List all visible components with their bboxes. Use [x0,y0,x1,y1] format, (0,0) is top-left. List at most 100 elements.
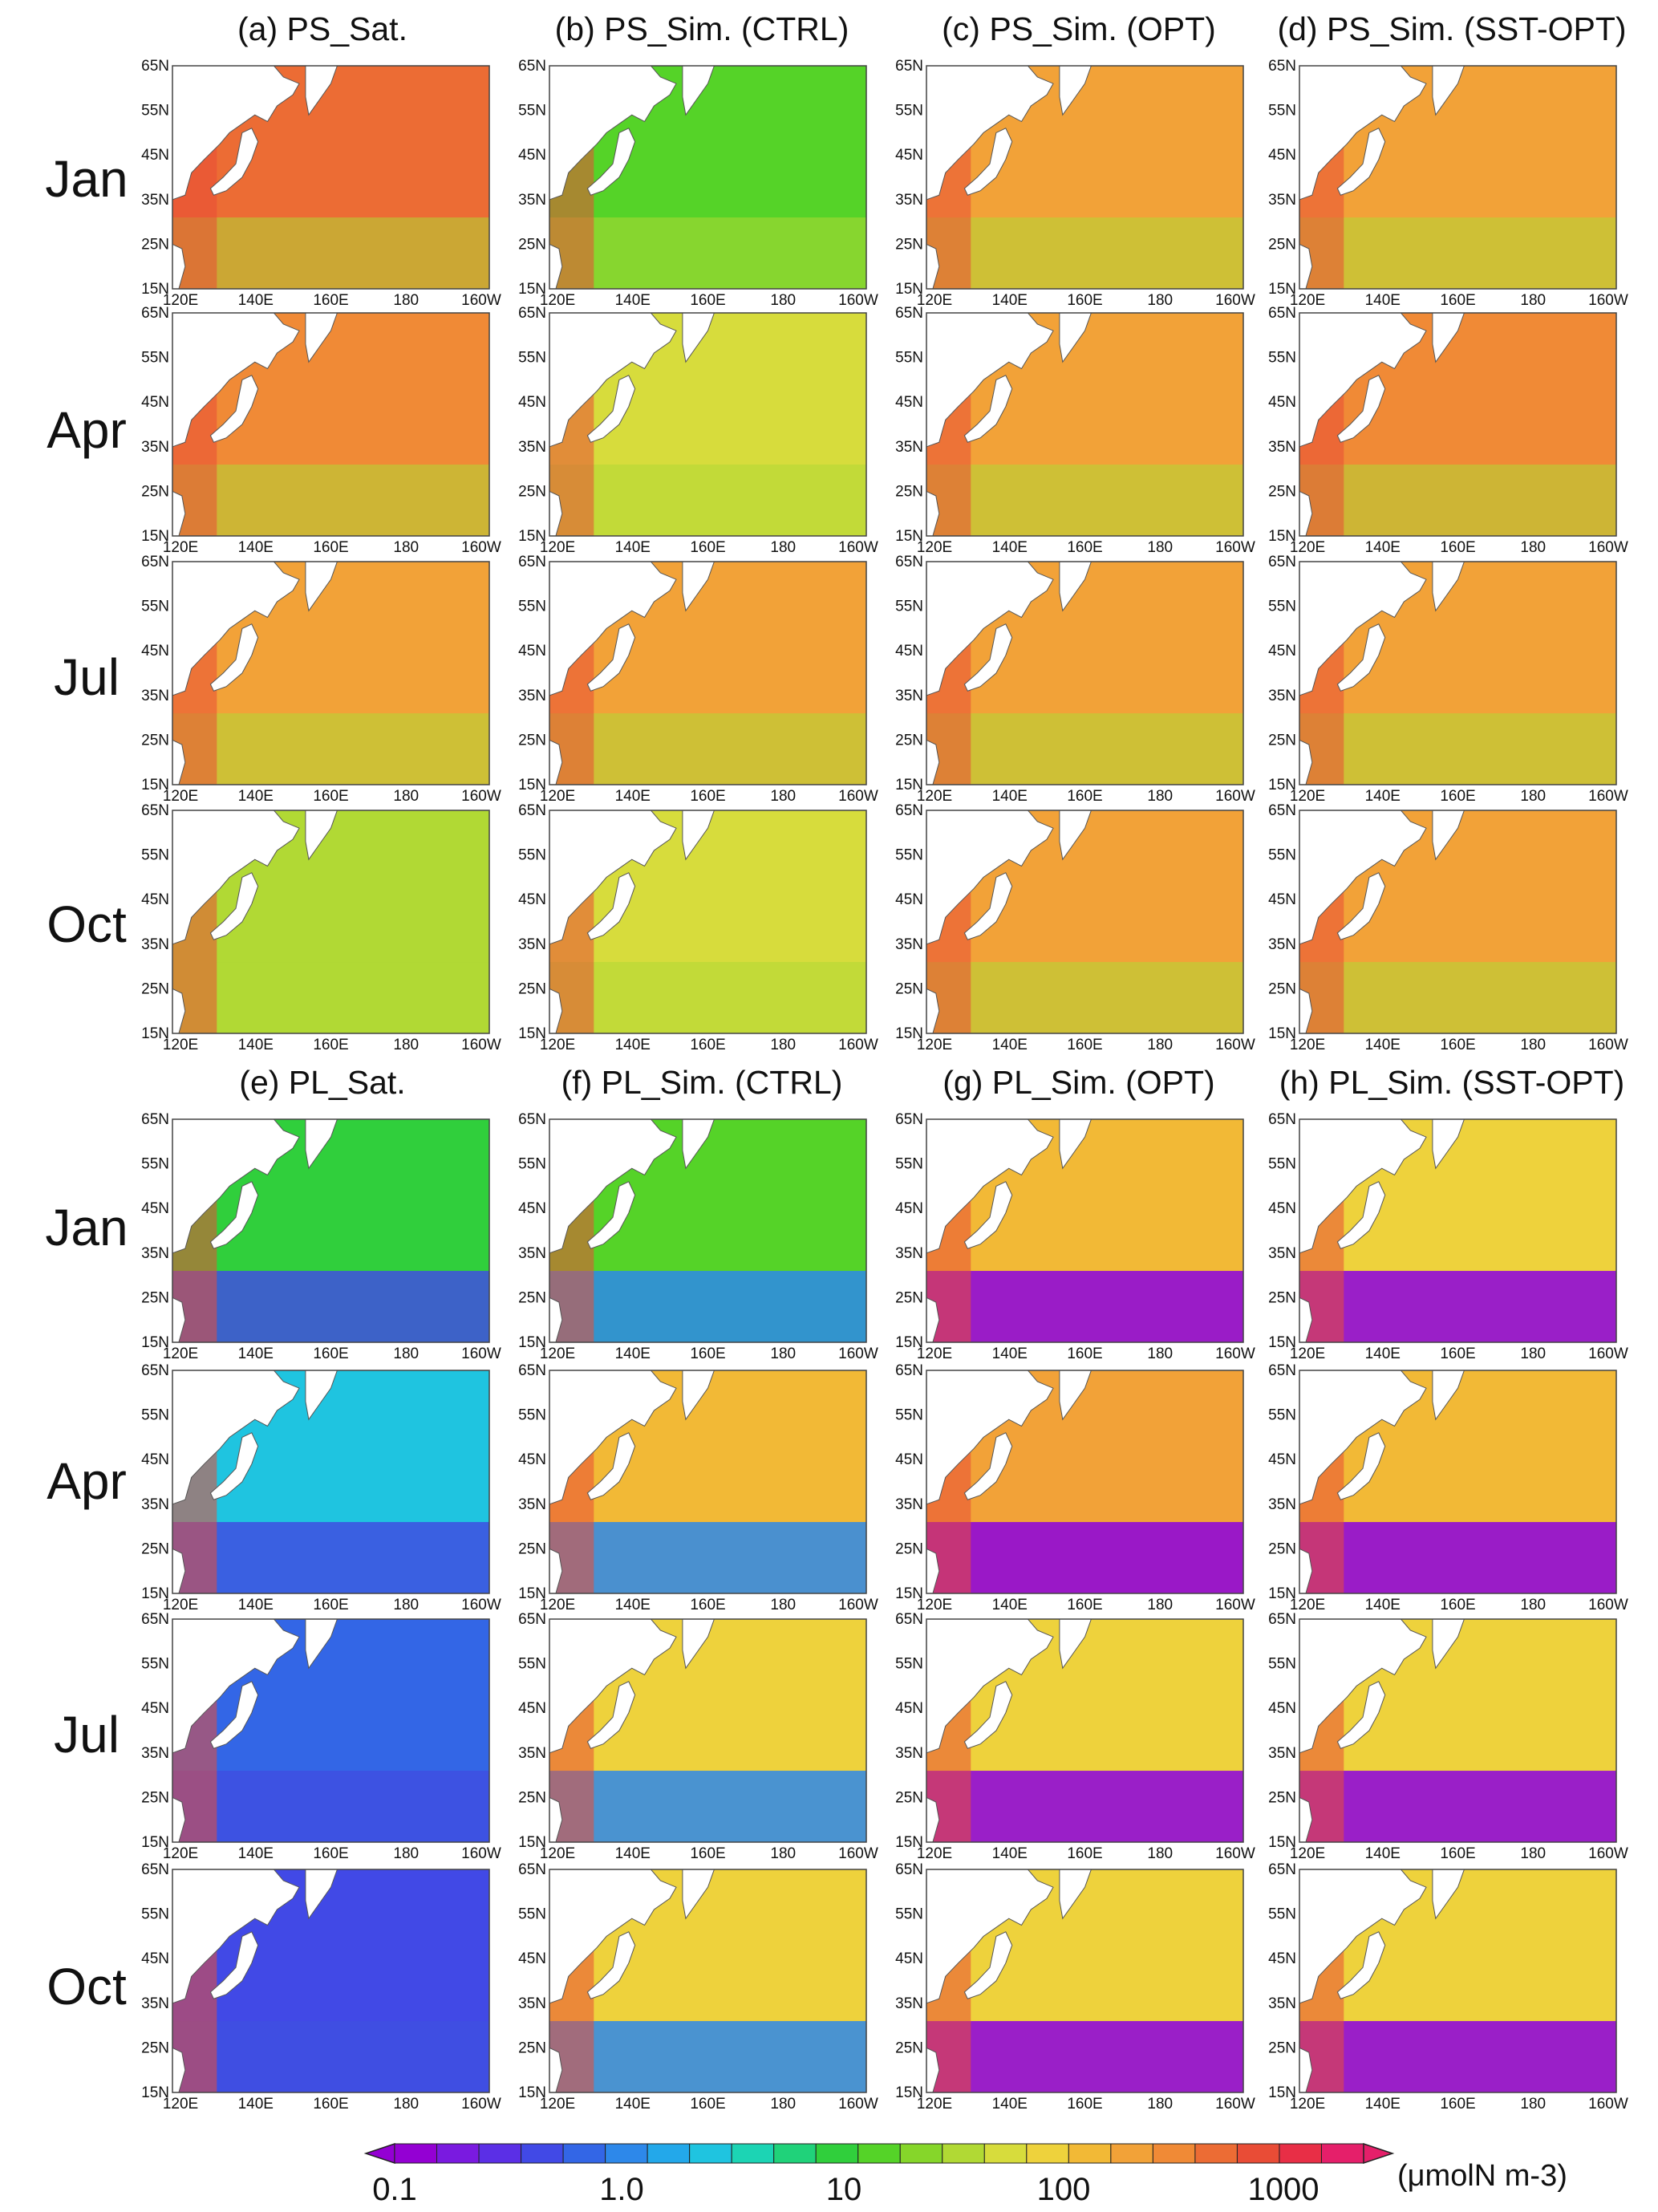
lat-tick-label: 15N [895,1585,923,1602]
land-mask [963,1931,1013,1999]
lat-tick-label: 35N [895,1245,923,1262]
lat-tick-label: 65N [1268,1861,1296,1878]
lon-tick-label: 120E [163,539,198,556]
lat-tick-label: 25N [141,483,169,500]
lon-tick-label: 120E [163,2096,198,2113]
lat-tick-label: 45N [141,147,169,164]
lon-tick-label: 160E [1067,539,1102,556]
lat-tick-label: 25N [1268,236,1296,253]
lon-tick-label: 140E [238,2096,274,2113]
map-frame [549,561,867,785]
lon-tick-label: 160E [313,2096,348,2113]
lon-tick-label: 160E [1067,292,1102,309]
lon-tick-label: 160E [1440,2096,1475,2113]
land-mask [1336,872,1386,940]
colorbar-segment [1068,2143,1112,2164]
land-mask [1299,312,1427,448]
lon-tick-label: 120E [163,1845,198,1862]
land-mask [1336,623,1386,692]
lat-tick-label: 45N [895,1700,923,1717]
lon-tick-label: 160W [1588,2096,1628,2113]
lon-tick-label: 140E [238,788,274,805]
lat-tick-label: 65N [518,1111,546,1128]
lat-tick-label: 45N [518,1451,546,1468]
colorbar-segment [1320,2143,1364,2164]
lon-tick-label: 180 [1147,1037,1173,1053]
colorbar-segment [478,2143,522,2164]
lon-tick-label: 120E [917,1345,952,1362]
lon-tick-label: 120E [540,1037,575,1053]
lon-tick-label: 180 [770,1845,796,1862]
lat-tick-label: 35N [518,1496,546,1513]
lat-tick-label: 35N [895,1745,923,1762]
lat-tick-label: 65N [141,1611,169,1628]
colorbar-label-0.1: 0.1 [372,2172,417,2207]
colorbar-label-100: 100 [1037,2172,1091,2207]
lat-tick-label: 25N [518,980,546,997]
map-frame [172,810,490,1034]
lat-tick-label: 65N [1268,1611,1296,1628]
lat-tick-label: 35N [141,1245,169,1262]
lon-tick-label: 160W [838,292,878,309]
land-mask [549,810,677,945]
colorbar-labels: 0.1 1.0 10 100 1000 (μmolN m-3) [372,2159,1567,2207]
row-label-jan-top: Jan [45,150,128,208]
lat-tick-label: 45N [895,891,923,908]
lat-tick-label: 55N [518,1656,546,1673]
lat-tick-label: 65N [1268,1111,1296,1128]
lat-tick-label: 55N [895,847,923,864]
lat-tick-label: 35N [1268,1995,1296,2012]
land-mask [172,561,300,696]
row-label-oct-top: Oct [47,895,127,953]
lon-tick-label: 160W [1588,788,1628,805]
colorbar-segment [1152,2143,1196,2164]
lon-tick-label: 140E [615,1845,651,1862]
lat-tick-label: 35N [895,439,923,456]
land-mask [549,1618,677,1754]
lat-tick-label: 35N [141,1496,169,1513]
land-mask [209,128,259,196]
map-frame [926,1869,1244,2093]
lon-tick-label: 120E [540,1345,575,1362]
row-label-apr-top: Apr [47,401,127,459]
lon-tick-label: 140E [992,2096,1028,2113]
lon-tick-label: 160W [461,1037,501,1053]
map-frame [172,561,490,785]
lat-tick-label: 45N [895,1950,923,1967]
colorbar-segment [521,2143,564,2164]
map-frame [926,1118,1244,1343]
lat-tick-label: 25N [1268,2040,1296,2056]
lat-tick-label: 25N [1268,1789,1296,1806]
column-title-g: (g) PL_Sim. (OPT) [943,1064,1214,1101]
lon-tick-label: 160W [1215,539,1255,556]
lon-tick-label: 120E [1290,539,1325,556]
land-mask [926,65,1054,201]
lon-tick-label: 120E [917,2096,952,2113]
lat-tick-label: 55N [141,1656,169,1673]
lon-tick-label: 160W [461,1597,501,1613]
map-frame [926,65,1244,290]
land-mask [172,1618,300,1754]
column-title-d: (d) PS_Sim. (SST-OPT) [1277,10,1626,47]
lon-tick-label: 160W [1215,292,1255,309]
lon-tick-label: 160W [1215,1037,1255,1053]
colorbar-segment [436,2143,480,2164]
land-mask [549,1869,677,2004]
lon-tick-label: 140E [1365,1845,1401,1862]
lon-tick-label: 180 [1520,2096,1546,2113]
southern-band [549,217,866,289]
land-mask [1336,1931,1386,1999]
lat-tick-label: 45N [141,1200,169,1217]
lon-tick-label: 160E [690,1845,725,1862]
map-frame [172,1118,490,1343]
lon-tick-label: 180 [1520,292,1546,309]
lon-tick-label: 140E [1365,1345,1401,1362]
lon-tick-label: 120E [917,292,952,309]
